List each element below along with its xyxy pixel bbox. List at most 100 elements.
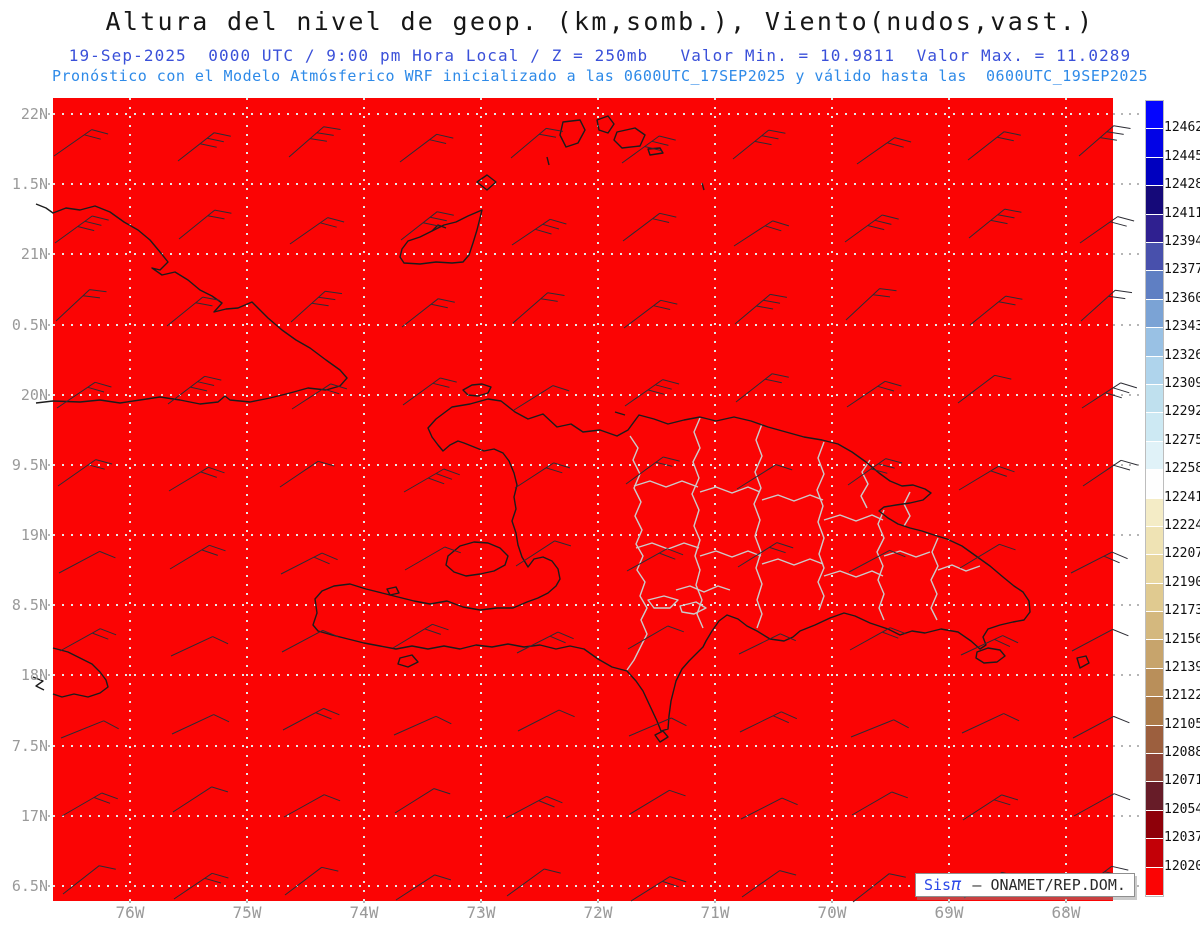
colorbar-cell	[1146, 782, 1163, 810]
colorbar-cell	[1146, 526, 1163, 555]
colorbar-cell	[1146, 839, 1163, 867]
colorbar-tick-label: 12394	[1164, 234, 1200, 249]
colorbar-cell	[1146, 271, 1163, 299]
province-boundary	[633, 480, 699, 488]
wind-barb	[178, 209, 232, 240]
colorbar-cell	[1146, 668, 1163, 697]
coastline	[613, 127, 646, 149]
wind-barb	[851, 791, 908, 816]
lon-tick-label: 76W	[115, 903, 145, 922]
wind-barb	[61, 792, 118, 817]
wind-barb	[173, 872, 229, 900]
wind-barb	[289, 217, 345, 245]
coastline	[546, 156, 550, 166]
coastline	[596, 115, 615, 134]
coastline	[431, 224, 447, 232]
wind-barb	[856, 137, 912, 165]
wind-barb	[506, 868, 561, 897]
watermark-sep: –	[972, 876, 991, 894]
wind-barb	[1070, 551, 1128, 574]
wind-barb	[957, 374, 1012, 404]
watermark-badge: Sis π – ONAMET/REP.DOM.	[915, 873, 1135, 897]
wind-barb	[958, 465, 1015, 491]
colorbar-cell	[1146, 356, 1163, 384]
wind-barb	[280, 552, 338, 575]
wind-barb	[291, 383, 348, 410]
colorbar-cell	[1146, 157, 1163, 186]
colorbar-tick-label: 12411	[1164, 205, 1200, 221]
colorbar-cell	[1146, 470, 1163, 498]
colorbar-cell	[1146, 299, 1163, 328]
wind-barb	[1073, 793, 1131, 817]
colorbar-tick-label: 12156	[1164, 631, 1200, 647]
colorbar-cell	[1146, 242, 1163, 271]
wind-barb	[400, 211, 454, 241]
lat-tick-label: 22N	[20, 105, 48, 123]
colorbar-tick-label: 12275	[1164, 432, 1200, 448]
wind-barb	[177, 132, 231, 162]
wind-barb	[629, 789, 686, 815]
wind-barb	[961, 713, 1020, 734]
wind-barb	[626, 548, 684, 572]
lat-tick-label: 7.5N	[11, 737, 48, 755]
lon-tick-label: 73W	[466, 903, 496, 922]
colorbar-tick-label: 12309	[1164, 375, 1200, 391]
wind-barb	[623, 299, 678, 329]
colorbar-tick-label: 12088	[1164, 745, 1200, 760]
colorbar-cell	[1146, 413, 1163, 441]
wind-barb	[401, 298, 455, 328]
colorbar-tick-label: 12054	[1164, 801, 1200, 817]
wind-barb	[739, 711, 798, 733]
wind-barb	[625, 456, 680, 485]
colorbar-cell	[1146, 555, 1163, 583]
wind-barb	[734, 293, 787, 325]
lat-tick-label: 20N	[20, 386, 48, 404]
wind-barb	[403, 468, 460, 493]
lon-tick-label: 70W	[817, 903, 847, 922]
lat-tick-label: 18N	[20, 666, 48, 684]
wind-barb	[283, 794, 341, 818]
wind-barb	[288, 126, 341, 158]
colorbar-cell	[1146, 754, 1163, 782]
wind-barb	[848, 549, 906, 573]
colorbar-tick-label: 12207	[1164, 546, 1200, 562]
lat-tick-label: 0.5N	[11, 316, 48, 334]
colorbar-cell	[1146, 612, 1163, 640]
coastline	[701, 182, 705, 191]
wind-barb	[627, 625, 684, 650]
wind-barb	[850, 719, 909, 738]
coastline	[614, 411, 626, 416]
province-boundary	[903, 491, 911, 527]
wind-barb	[1081, 382, 1138, 409]
colorbar-cell	[1146, 498, 1163, 526]
wind-barb	[505, 795, 563, 819]
colorbar-cell	[1146, 186, 1163, 214]
colorbar-tick-label: 12428	[1164, 177, 1200, 193]
wind-barb	[1082, 459, 1138, 487]
wind-barb	[57, 459, 113, 487]
coastline	[35, 203, 348, 405]
coastline	[399, 209, 483, 265]
coastline	[654, 730, 669, 743]
colorbar-tick-label: 12377	[1164, 262, 1200, 278]
colorbar-cell	[1146, 810, 1163, 839]
wind-barb	[55, 289, 107, 322]
wind-barb	[172, 786, 229, 813]
colorbar-cell	[1146, 101, 1163, 129]
geopotential-colorbar	[1145, 100, 1164, 897]
wind-barb	[959, 543, 1016, 569]
province-boundary	[675, 585, 731, 593]
wind-barb	[1072, 715, 1130, 739]
colorbar-cell	[1146, 583, 1163, 612]
province-boundary	[937, 564, 981, 572]
wind-barb	[62, 865, 116, 895]
province-boundary	[647, 595, 679, 609]
wind-barb	[960, 635, 1019, 656]
colorbar-cell	[1146, 697, 1163, 725]
province-boundary	[761, 494, 824, 502]
wind-barb	[404, 546, 461, 571]
wind-barb	[844, 214, 899, 243]
colorbar-cell	[1146, 384, 1163, 413]
